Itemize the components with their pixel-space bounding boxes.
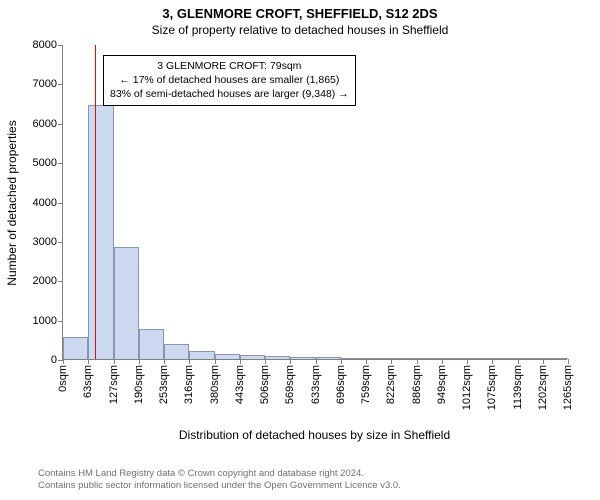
xtick-mark: [88, 359, 89, 364]
xtick-label: 253sqm: [158, 365, 170, 404]
xtick-label: 190sqm: [133, 365, 145, 404]
xtick-mark: [63, 359, 64, 364]
xtick-label: 633sqm: [310, 365, 322, 404]
xtick-label: 886sqm: [411, 365, 423, 404]
histogram-bar: [518, 358, 543, 359]
histogram-bar: [543, 358, 568, 359]
info-line-1: 3 GLENMORE CROFT: 79sqm: [110, 59, 349, 73]
ytick-label: 5000: [33, 157, 63, 169]
y-axis-label: Number of detached properties: [5, 120, 19, 285]
xtick-mark: [316, 359, 317, 364]
histogram-bar: [139, 329, 164, 359]
histogram-bar: [114, 247, 139, 359]
info-line-2: ← 17% of detached houses are smaller (1,…: [110, 73, 349, 87]
xtick-label: 759sqm: [360, 365, 372, 404]
histogram-bar: [63, 337, 88, 359]
xtick-label: 696sqm: [335, 365, 347, 404]
footer-line-2: Contains public sector information licen…: [38, 480, 401, 492]
xtick-label: 1202sqm: [537, 365, 549, 410]
histogram-bar: [366, 358, 391, 359]
xtick-mark: [391, 359, 392, 364]
xtick-label: 380sqm: [209, 365, 221, 404]
xtick-label: 127sqm: [108, 365, 120, 404]
xtick-label: 949sqm: [436, 365, 448, 404]
footer-line-1: Contains HM Land Registry data © Crown c…: [38, 468, 401, 480]
xtick-mark: [290, 359, 291, 364]
histogram-bar: [88, 105, 113, 359]
xtick-mark: [518, 359, 519, 364]
histogram-bar: [417, 358, 442, 359]
xtick-mark: [568, 359, 569, 364]
ytick-label: 4000: [33, 197, 63, 209]
xtick-mark: [417, 359, 418, 364]
info-box: 3 GLENMORE CROFT: 79sqm ← 17% of detache…: [103, 55, 356, 106]
histogram-bar: [164, 344, 189, 359]
xtick-mark: [215, 359, 216, 364]
xtick-mark: [442, 359, 443, 364]
xtick-mark: [366, 359, 367, 364]
histogram-bar: [442, 358, 467, 359]
xtick-label: 569sqm: [284, 365, 296, 404]
histogram-bar: [290, 357, 315, 359]
ytick-label: 8000: [33, 39, 63, 51]
histogram-bar: [215, 354, 240, 360]
xtick-label: 822sqm: [385, 365, 397, 404]
xtick-label: 1265sqm: [562, 365, 574, 410]
xtick-label: 63sqm: [82, 365, 94, 398]
histogram-bar: [265, 356, 290, 359]
ytick-label: 3000: [33, 236, 63, 248]
ytick-label: 7000: [33, 78, 63, 90]
info-line-3: 83% of semi-detached houses are larger (…: [110, 87, 349, 101]
property-marker-line: [95, 45, 96, 359]
xtick-mark: [189, 359, 190, 364]
xtick-label: 1139sqm: [512, 365, 524, 409]
xtick-mark: [467, 359, 468, 364]
ytick-label: 1000: [33, 315, 63, 327]
xtick-mark: [240, 359, 241, 364]
histogram-bar: [391, 358, 416, 359]
chart-container: 3, GLENMORE CROFT, SHEFFIELD, S12 2DS Si…: [0, 0, 600, 500]
xtick-mark: [341, 359, 342, 364]
footer: Contains HM Land Registry data © Crown c…: [0, 468, 401, 493]
xtick-mark: [164, 359, 165, 364]
ytick-label: 6000: [33, 118, 63, 130]
x-axis-label: Distribution of detached houses by size …: [179, 428, 450, 442]
ytick-label: 2000: [33, 275, 63, 287]
histogram-bar: [492, 358, 517, 359]
xtick-label: 1075sqm: [486, 365, 498, 410]
histogram-bar: [341, 358, 366, 359]
xtick-label: 443sqm: [234, 365, 246, 404]
chart-subtitle: Size of property relative to detached ho…: [0, 21, 600, 37]
xtick-mark: [492, 359, 493, 364]
xtick-label: 316sqm: [183, 365, 195, 404]
xtick-mark: [265, 359, 266, 364]
xtick-mark: [139, 359, 140, 364]
xtick-label: 506sqm: [259, 365, 271, 404]
xtick-mark: [543, 359, 544, 364]
histogram-bar: [240, 355, 265, 359]
xtick-mark: [114, 359, 115, 364]
histogram-bar: [189, 351, 214, 359]
xtick-label: 1012sqm: [461, 365, 473, 410]
histogram-bar: [467, 358, 492, 359]
xtick-label: 0sqm: [57, 365, 69, 392]
chart-title: 3, GLENMORE CROFT, SHEFFIELD, S12 2DS: [0, 0, 600, 21]
histogram-bar: [316, 357, 341, 359]
